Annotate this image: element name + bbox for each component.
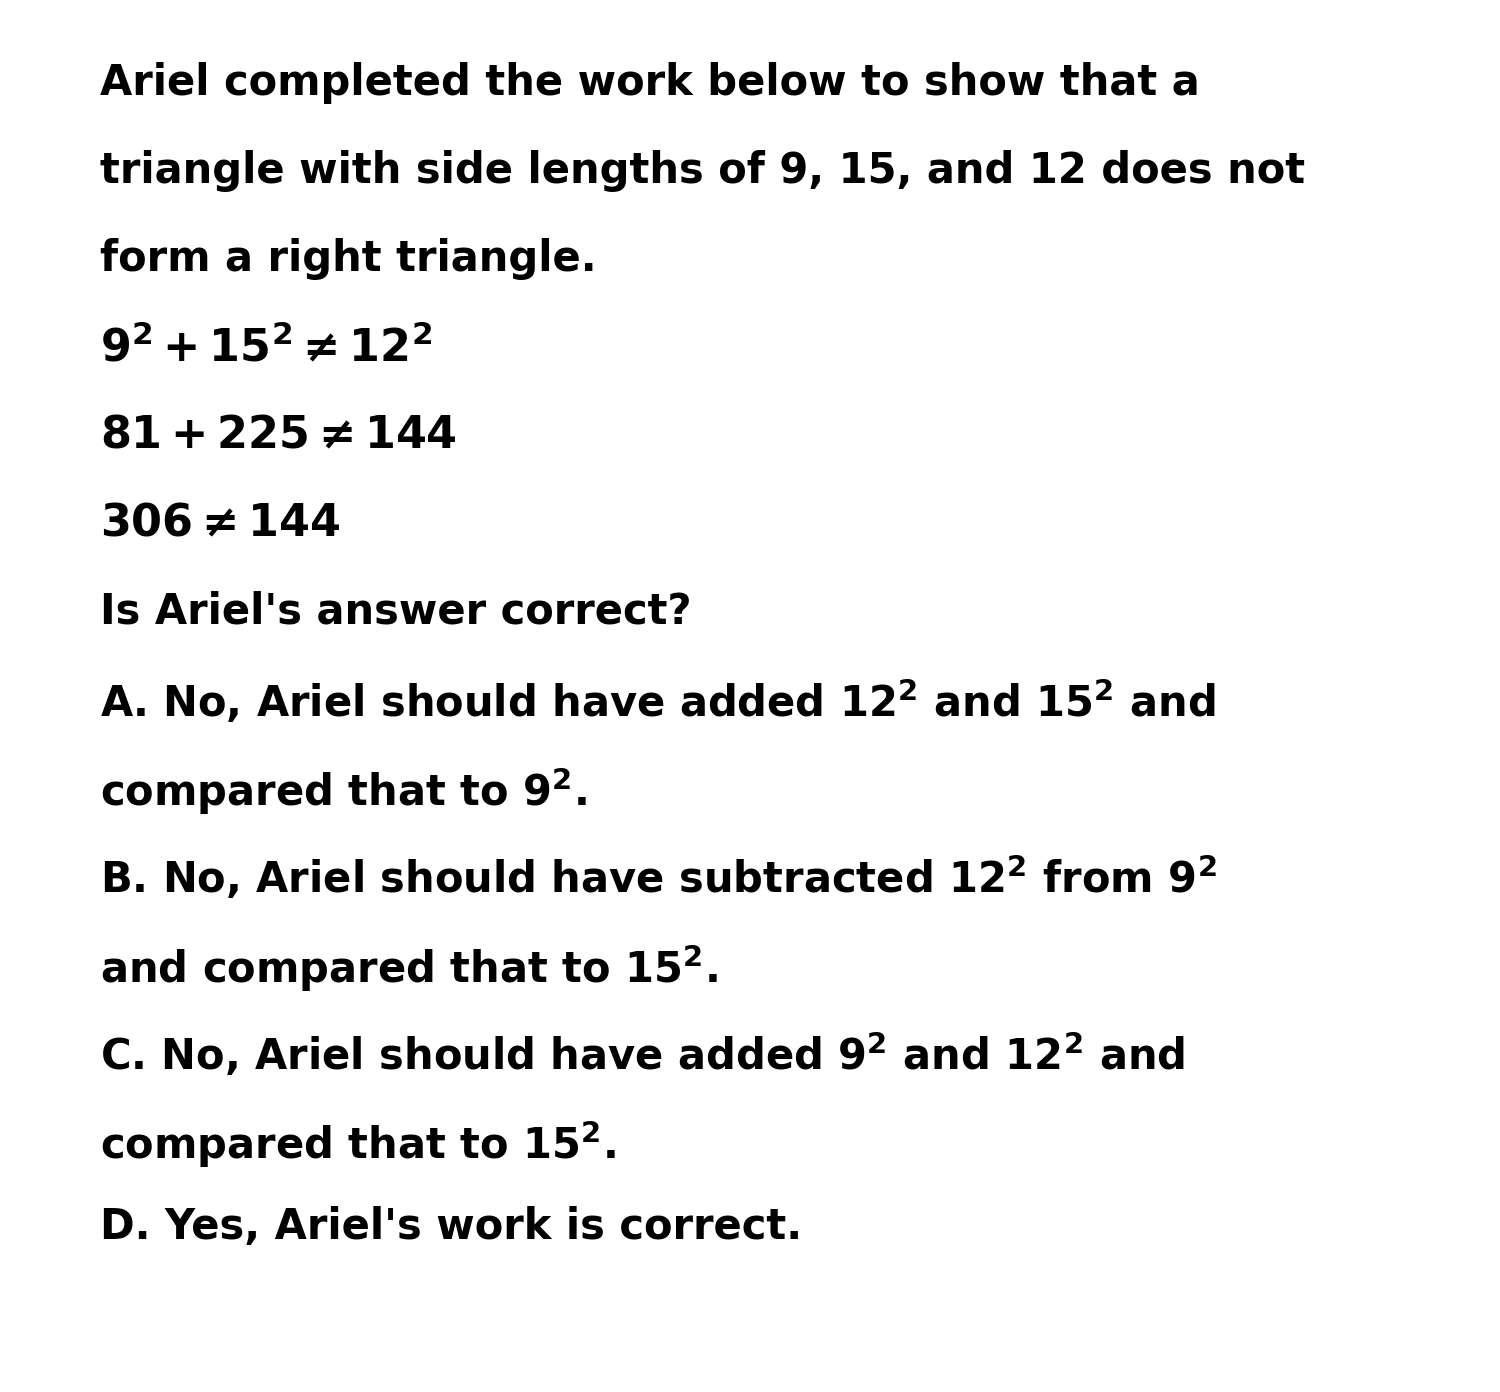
Text: compared that to $\mathbf{15^2}$.: compared that to $\mathbf{15^2}$. — [100, 1118, 616, 1169]
Text: D. Yes, Ariel's work is correct.: D. Yes, Ariel's work is correct. — [100, 1205, 802, 1249]
Text: form a right triangle.: form a right triangle. — [100, 238, 597, 280]
Text: C. No, Ariel should have added $\mathbf{9^2}$ and $\mathbf{12^2}$ and: C. No, Ariel should have added $\mathbf{… — [100, 1030, 1185, 1079]
Text: B. No, Ariel should have subtracted $\mathbf{12^2}$ from $\mathbf{9^2}$: B. No, Ariel should have subtracted $\ma… — [100, 855, 1216, 902]
Text: Ariel completed the work below to show that a: Ariel completed the work below to show t… — [100, 63, 1200, 104]
Text: compared that to $\mathbf{9^2}$.: compared that to $\mathbf{9^2}$. — [100, 766, 586, 817]
Text: Is Ariel's answer correct?: Is Ariel's answer correct? — [100, 590, 692, 632]
Text: $\mathbf{9^2 + 15^2 \neq 12^2}$: $\mathbf{9^2 + 15^2 \neq 12^2}$ — [100, 326, 432, 370]
Text: triangle with side lengths of 9, 15, and 12 does not: triangle with side lengths of 9, 15, and… — [100, 150, 1305, 192]
Text: A. No, Ariel should have added $\mathbf{12^2}$ and $\mathbf{15^2}$ and: A. No, Ariel should have added $\mathbf{… — [100, 678, 1216, 727]
Text: and compared that to $\mathbf{15^2}$.: and compared that to $\mathbf{15^2}$. — [100, 942, 718, 994]
Text: $\mathbf{81 + 225 \neq 144}$: $\mathbf{81 + 225 \neq 144}$ — [100, 413, 458, 457]
Text: $\mathbf{306 \neq 144}$: $\mathbf{306 \neq 144}$ — [100, 503, 340, 546]
